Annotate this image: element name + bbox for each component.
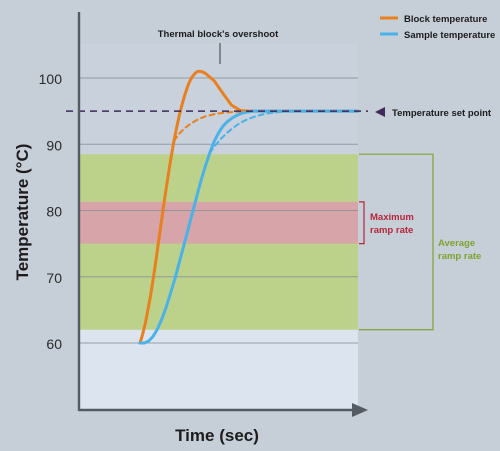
y-tick-60: 60 (46, 336, 62, 352)
legend-label-sample: Sample temperature (404, 30, 495, 41)
block-ideal-dashed-line (173, 110, 259, 142)
max-ramp-bracket (359, 201, 365, 245)
x-axis-label: Time (sec) (175, 426, 259, 445)
ramp-bands (80, 154, 358, 330)
grid-lines (80, 77, 358, 344)
y-tick-100: 100 (39, 71, 63, 87)
sample-ideal-dashed-line (208, 110, 298, 154)
y-tick-80: 80 (46, 204, 62, 220)
max-ramp-bracket-path (359, 201, 365, 245)
avg-ramp-label-line2: ramp rate (438, 251, 481, 262)
band-maximum (80, 201, 358, 244)
legend: Block temperature Sample temperature (380, 14, 495, 41)
x-axis-arrowhead (352, 403, 368, 417)
max-ramp-label-line2: ramp rate (370, 225, 413, 236)
set-point-annotation: Temperature set point (392, 108, 492, 119)
avg-ramp-label-line1: Average (438, 238, 475, 249)
y-tick-labels: 60 70 80 90 100 (39, 71, 63, 352)
y-tick-70: 70 (46, 270, 62, 286)
y-tick-90: 90 (46, 137, 62, 153)
set-point-marker (375, 107, 385, 117)
avg-ramp-bracket-path (359, 153, 434, 331)
legend-label-block: Block temperature (404, 14, 487, 25)
avg-ramp-bracket (359, 153, 434, 331)
overshoot-annotation: Thermal block's overshoot (158, 29, 279, 40)
max-ramp-label-line1: Maximum (370, 212, 414, 223)
y-axis-label: Temperature (°C) (13, 144, 32, 281)
plot-upper-strip (80, 44, 358, 155)
